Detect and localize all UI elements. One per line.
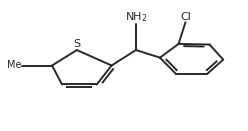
- Text: Me: Me: [7, 61, 21, 70]
- Text: S: S: [73, 39, 80, 49]
- Text: NH$_2$: NH$_2$: [125, 10, 147, 24]
- Text: Cl: Cl: [180, 12, 191, 22]
